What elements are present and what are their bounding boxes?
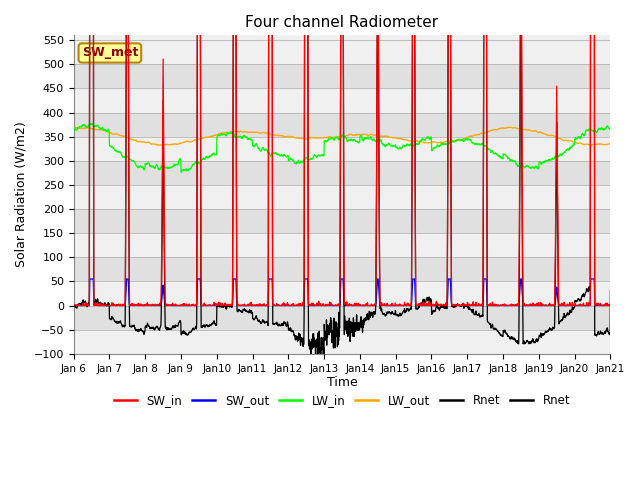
Bar (74, 64, 611, 88)
X-axis label: Time: Time (326, 376, 357, 389)
Text: SW_met: SW_met (82, 47, 138, 60)
Bar (74, 88, 611, 112)
Y-axis label: Solar Radiation (W/m2): Solar Radiation (W/m2) (15, 122, 28, 267)
Bar (74, 112, 611, 137)
Bar (74, 137, 611, 161)
Bar (74, 330, 611, 354)
Bar (74, 40, 611, 64)
Legend: SW_in, SW_out, LW_in, LW_out, Rnet, Rnet: SW_in, SW_out, LW_in, LW_out, Rnet, Rnet (109, 389, 575, 411)
Bar (74, 209, 611, 233)
Bar (74, 185, 611, 209)
Bar (74, 306, 611, 330)
Bar (74, 257, 611, 281)
Bar (74, 281, 611, 306)
Title: Four channel Radiometer: Four channel Radiometer (246, 15, 438, 30)
Bar (74, 233, 611, 257)
Bar (74, 161, 611, 185)
